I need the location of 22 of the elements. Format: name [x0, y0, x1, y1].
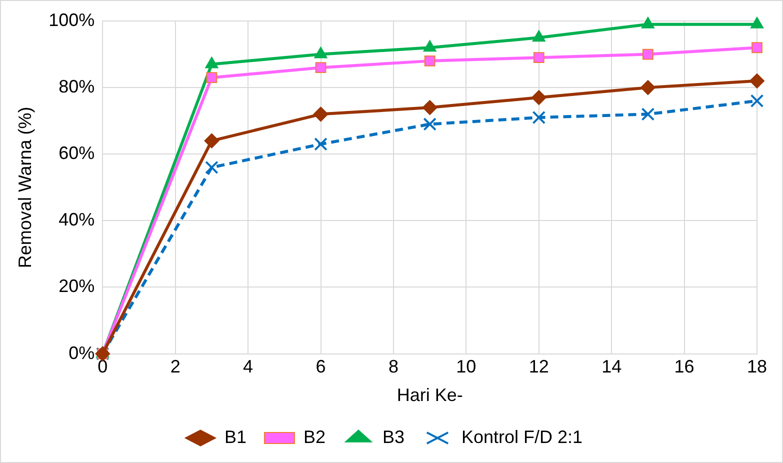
y-tick-label: 40%: [58, 210, 95, 230]
y-tick-label: 20%: [58, 276, 95, 296]
y-tick-label: 60%: [58, 143, 95, 164]
legend-label: B1: [224, 426, 246, 447]
x-tick-label: 12: [528, 356, 549, 377]
x-tick-label: 10: [456, 356, 476, 377]
x-tick-label: 14: [602, 356, 622, 377]
x-tick-label: 4: [243, 356, 254, 377]
x-axis-title: Hari Ke-: [396, 385, 463, 406]
legend-label: Kontrol F/D 2:1: [462, 426, 583, 447]
x-tick-label: 18: [746, 356, 768, 377]
legend-label: B3: [382, 426, 405, 447]
legend-label: B2: [303, 426, 326, 447]
x-tick-label: 8: [388, 356, 398, 377]
y-tick-label: 100%: [48, 10, 95, 30]
x-tick-label: 6: [316, 356, 326, 377]
y-tick-label: 0%: [68, 342, 95, 363]
x-tick-label: 16: [674, 356, 694, 377]
x-tick-label: 2: [170, 356, 180, 377]
y-axis-title: Removal Warna (%): [14, 106, 35, 268]
y-tick-label: 80%: [58, 76, 95, 97]
x-tick-label: 0: [98, 356, 108, 377]
